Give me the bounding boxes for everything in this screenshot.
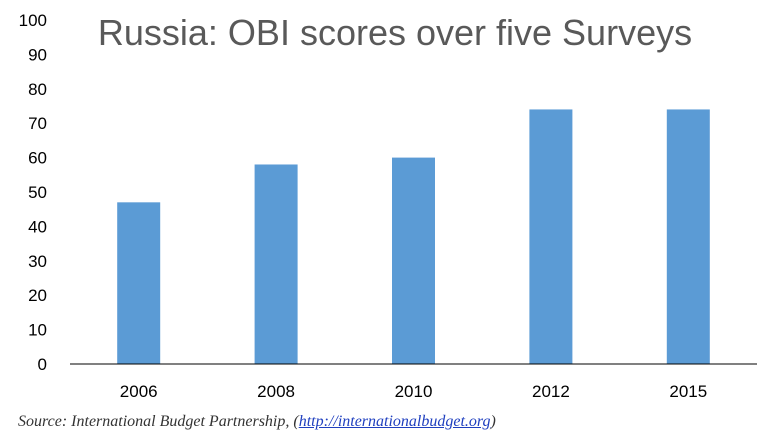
y-tick-label: 100 <box>19 11 47 30</box>
y-tick-label: 40 <box>28 217 47 236</box>
bar-2006 <box>117 202 161 364</box>
source-prefix: Source: International Budget Partnership… <box>18 413 299 430</box>
y-tick-label: 0 <box>38 355 47 374</box>
bars <box>117 109 710 364</box>
y-tick-label: 10 <box>28 321 47 340</box>
bar-2010 <box>392 157 435 364</box>
x-tick-label: 2015 <box>669 382 707 401</box>
y-tick-label: 20 <box>28 286 47 305</box>
source-link[interactable]: http://internationalbudget.org <box>298 413 491 430</box>
x-tick-label: 2010 <box>395 382 433 401</box>
y-tick-label: 50 <box>28 183 47 202</box>
x-tick-label: 2006 <box>120 382 158 401</box>
bar-2015 <box>666 109 710 364</box>
x-tick-label: 2012 <box>532 382 570 401</box>
y-tick-label: 30 <box>28 252 47 271</box>
source-suffix: ) <box>490 413 496 430</box>
y-axis-tick-labels: 0 10 20 30 40 50 60 70 80 90 100 <box>19 11 47 374</box>
source-note: Source: International Budget Partnership… <box>18 413 496 431</box>
y-tick-label: 90 <box>28 45 47 64</box>
bar-2008 <box>254 164 298 364</box>
x-axis-tick-labels: 2006 2008 2010 2012 2015 <box>120 382 707 401</box>
chart-title: Russia: OBI scores over five Surveys <box>98 12 692 53</box>
y-tick-label: 60 <box>28 149 47 168</box>
y-tick-label: 80 <box>28 80 47 99</box>
bar-2012 <box>529 109 573 364</box>
y-tick-label: 70 <box>28 114 47 133</box>
x-tick-label: 2008 <box>257 382 295 401</box>
